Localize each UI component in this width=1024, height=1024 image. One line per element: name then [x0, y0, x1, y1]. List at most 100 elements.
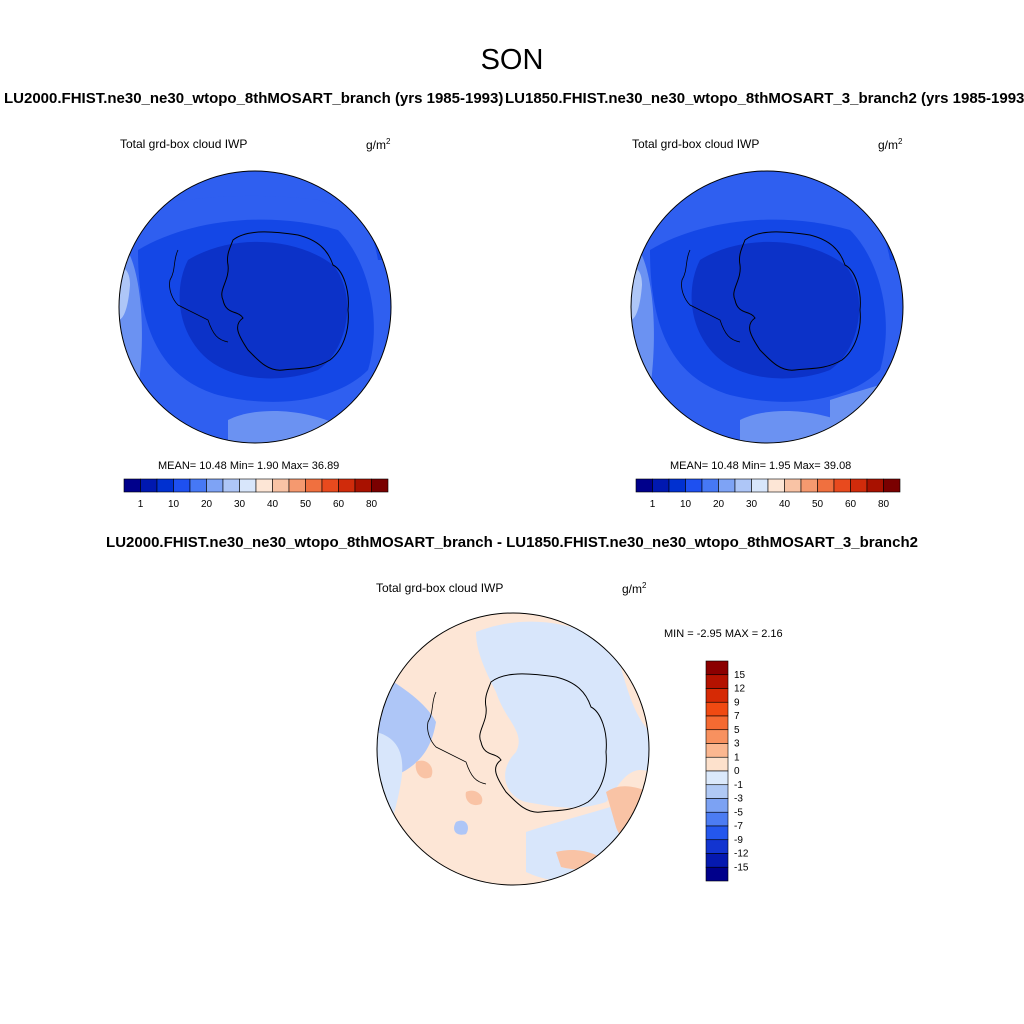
- colorbar-tick-label: 0: [734, 766, 740, 777]
- colorbar-segment: [705, 784, 729, 799]
- colorbar-tick-label: 1: [650, 499, 656, 510]
- colorbar-segment: [668, 478, 686, 493]
- colorbar-segment: [705, 729, 729, 744]
- colorbar-tick-label: 60: [333, 499, 345, 510]
- colorbar-tick-label: 50: [812, 499, 824, 510]
- colorbar-tick-label: -15: [734, 862, 749, 873]
- colorbar-segment: [206, 478, 224, 493]
- colorbar-segment: [767, 478, 785, 493]
- colorbar-segment: [833, 478, 851, 493]
- colorbar-tick-label: 40: [779, 499, 791, 510]
- colorbar-diff: 15 12 9 7 5 3 1 0 -1 -3 -5 -7 -9 -12 -15: [705, 660, 749, 882]
- colorbar-tick-label: 20: [713, 499, 725, 510]
- panel-left-var-label: Total grd-box cloud IWP: [120, 137, 248, 151]
- colorbar-segment: [705, 811, 729, 827]
- colorbar-segment: [784, 478, 802, 493]
- colorbar-segment: [850, 478, 868, 493]
- colorbar-tick-label: -5: [734, 807, 743, 818]
- coastline: [221, 231, 349, 371]
- colorbar-tick-label: -12: [734, 849, 749, 860]
- season-title: SON: [480, 44, 544, 76]
- colorbar-tick-label: 20: [201, 499, 213, 510]
- colorbar-tick-label: -7: [734, 821, 743, 832]
- panel-right-var-label: Total grd-box cloud IWP: [632, 137, 760, 151]
- colorbar-tick-label: 30: [746, 499, 758, 510]
- colorbar-segment: [705, 715, 729, 731]
- map-diff: [376, 612, 650, 886]
- colorbar-segment: [371, 478, 389, 493]
- colorbar-segment: [354, 478, 372, 493]
- panel-right-stats: MEAN= 10.48 Min= 1.95 Max= 39.08: [670, 460, 852, 472]
- colorbar-segment: [866, 478, 884, 493]
- colorbar-segment: [705, 853, 729, 868]
- colorbar-segment: [705, 798, 729, 813]
- colorbar-tick-label: 12: [734, 684, 746, 695]
- colorbar-segment: [705, 688, 729, 703]
- colorbar-segment: [305, 478, 323, 493]
- colorbar-segment: [239, 478, 257, 493]
- colorbar-tick-label: 30: [234, 499, 246, 510]
- colorbar-segment: [255, 478, 273, 493]
- colorbar-tick-label: -9: [734, 835, 743, 846]
- colorbar-segment: [156, 478, 174, 493]
- colorbar-left: 1 10 20 30 40 50 60 80: [123, 478, 389, 510]
- colorbar-tick-label: 80: [878, 499, 890, 510]
- colorbar-segment: [705, 825, 729, 841]
- colorbar-tick-label: 7: [734, 711, 740, 722]
- colorbar-tick-label: 1: [138, 499, 144, 510]
- colorbar-segment: [272, 478, 290, 493]
- colorbar-segment: [685, 478, 703, 493]
- colorbar-right: 1 10 20 30 40 50 60 80: [635, 478, 901, 510]
- panel-left-units: g/m2: [366, 137, 391, 152]
- panel-right-units: g/m2: [878, 137, 903, 152]
- colorbar-tick-label: 80: [366, 499, 378, 510]
- map-left: [118, 170, 392, 444]
- colorbar-segment: [288, 478, 306, 493]
- field-low: [179, 241, 348, 379]
- colorbar-segment: [705, 660, 729, 676]
- panel-left-stats: MEAN= 10.48 Min= 1.90 Max= 36.89: [158, 460, 340, 472]
- colorbar-segment: [817, 478, 835, 493]
- colorbar-segment: [883, 478, 901, 493]
- colorbar-segment: [321, 478, 339, 493]
- colorbar-segment: [800, 478, 818, 493]
- colorbar-segment: [189, 478, 207, 493]
- colorbar-segment: [705, 674, 729, 689]
- colorbar-segment: [705, 701, 729, 717]
- colorbar-segment: [705, 866, 729, 882]
- diff-var-label: Total grd-box cloud IWP: [376, 581, 504, 595]
- colorbar-segment: [140, 478, 158, 493]
- colorbar-segment: [635, 478, 653, 493]
- colorbar-tick-label: 5: [734, 725, 740, 736]
- colorbar-segment: [705, 839, 729, 854]
- colorbar-segment: [718, 478, 736, 493]
- colorbar-tick-label: 15: [734, 670, 746, 681]
- panel-left-title: LU2000.FHIST.ne30_ne30_wtopo_8thMOSART_b…: [4, 90, 504, 107]
- colorbar-tick-label: 50: [300, 499, 312, 510]
- colorbar-segment: [222, 478, 240, 493]
- colorbar-segment: [652, 478, 670, 493]
- colorbar-segment: [751, 478, 769, 493]
- colorbar-tick-label: 10: [680, 499, 692, 510]
- colorbar-tick-label: -3: [734, 794, 743, 805]
- colorbar-segment: [338, 478, 356, 493]
- colorbar-tick-label: 40: [267, 499, 279, 510]
- colorbar-tick-label: 9: [734, 697, 740, 708]
- panel-right-title: LU1850.FHIST.ne30_ne30_wtopo_8thMOSART_3…: [505, 90, 1024, 107]
- map-right: [630, 170, 904, 444]
- diff-title: LU2000.FHIST.ne30_ne30_wtopo_8thMOSART_b…: [106, 534, 918, 551]
- colorbar-segment: [705, 770, 729, 786]
- colorbar-segment: [705, 756, 729, 772]
- colorbar-tick-label: 3: [734, 739, 740, 750]
- diff-units: g/m2: [622, 581, 647, 596]
- colorbar-segment: [705, 743, 729, 758]
- colorbar-tick-label: 10: [168, 499, 180, 510]
- colorbar-segment: [173, 478, 191, 493]
- colorbar-tick-label: 1: [734, 752, 740, 763]
- colorbar-tick-label: 60: [845, 499, 857, 510]
- colorbar-segment: [734, 478, 752, 493]
- colorbar-segment: [123, 478, 141, 493]
- colorbar-tick-label: -1: [734, 780, 743, 791]
- diff-stats: MIN = -2.95 MAX = 2.16: [664, 628, 783, 640]
- colorbar-segment: [701, 478, 719, 493]
